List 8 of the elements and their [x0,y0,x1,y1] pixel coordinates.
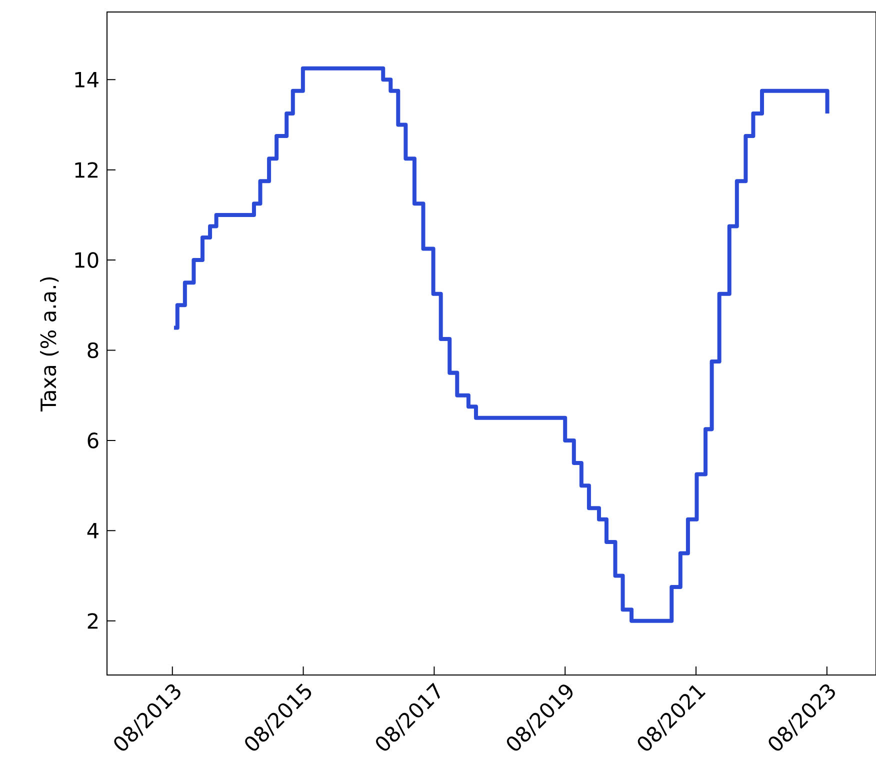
y-tick-label: 10 [75,252,98,268]
y-tick-label: 12 [75,162,98,178]
y-tick-label: 2 [88,613,98,629]
y-tick-label: 8 [88,342,98,358]
y-tick-label: 14 [75,72,98,88]
y-axis-title: Taxa (% a.a.) [40,277,59,412]
y-tick-label: 6 [88,432,98,448]
y-tick-label: 4 [87,523,98,538]
